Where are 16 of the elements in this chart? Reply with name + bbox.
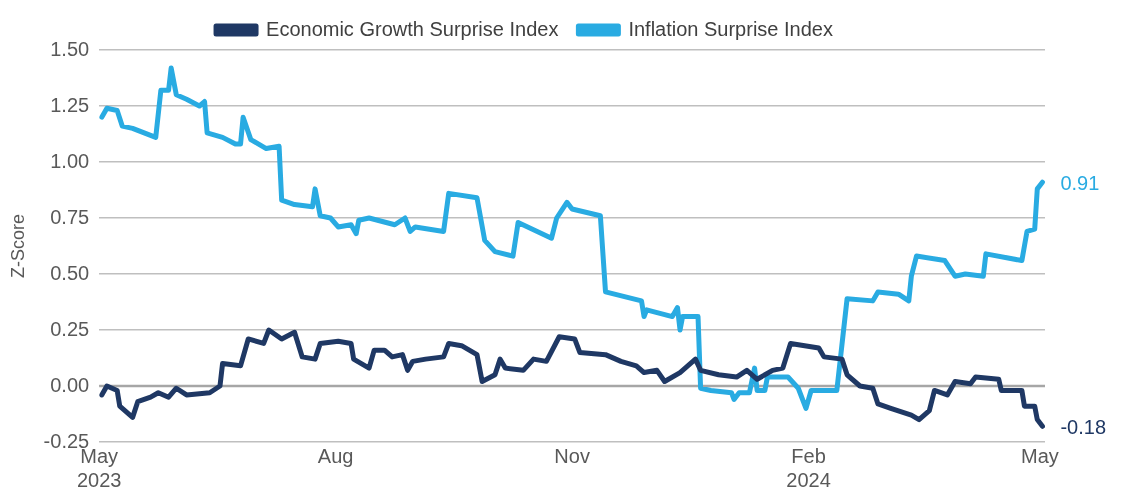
legend-label: Economic Growth Surprise Index: [266, 17, 559, 40]
y-tick-label: 0.25: [50, 317, 90, 340]
y-tick-label: 1.50: [50, 37, 90, 60]
y-tick-label: 1.00: [50, 149, 90, 172]
x-tick-label: Nov: [554, 444, 590, 467]
x-tick-label: Aug: [317, 444, 354, 467]
y-tick-label: 0.00: [50, 373, 90, 396]
y-axis-title: Z-Score: [7, 213, 28, 279]
y-tick-label: 0.75: [50, 205, 90, 228]
y-tick-label: 0.50: [50, 261, 90, 284]
x-tick-label: May: [1020, 444, 1059, 467]
data-label: 0.91: [1060, 171, 1100, 194]
data-label: -0.18: [1060, 415, 1107, 438]
y-tick-label: 1.25: [50, 93, 90, 116]
legend-label: Inflation Surprise Index: [628, 17, 833, 40]
x-tick-label: Feb 2024: [786, 444, 831, 491]
